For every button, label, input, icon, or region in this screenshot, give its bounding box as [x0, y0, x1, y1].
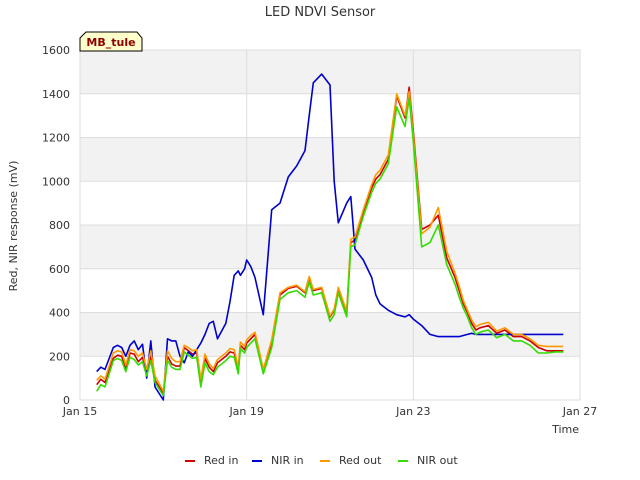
x-tick-label: Jan 15	[62, 405, 97, 418]
y-tick-label: 800	[49, 219, 70, 232]
legend-item-nir-in: NIR in	[252, 454, 304, 467]
gridlines	[79, 49, 581, 401]
plot-band	[80, 137, 580, 182]
x-axis-ticks: Jan 15 Jan 19 Jan 23 Jan 27	[62, 405, 597, 418]
badge-label: MB_tule	[86, 36, 135, 49]
plot-band	[80, 225, 580, 269]
x-axis-label: Time	[551, 423, 579, 436]
legend-label: Red in	[204, 454, 238, 467]
series-lines	[96, 73, 564, 401]
y-tick-label: 1400	[42, 88, 70, 101]
y-axis-label: Red, NIR response (mV)	[7, 161, 20, 292]
series-line-nir-in	[96, 73, 564, 401]
plot-frame	[79, 49, 581, 401]
series-line-red-in	[96, 86, 564, 395]
x-tick-label: Jan 27	[562, 405, 597, 418]
legend-label: NIR in	[271, 454, 304, 467]
y-tick-label: 1000	[42, 175, 70, 188]
badge-shape	[79, 31, 143, 52]
y-tick-label: 1600	[42, 44, 70, 57]
x-tick-label: Jan 19	[228, 405, 263, 418]
legend-item-nir-out: NIR out	[398, 454, 458, 467]
y-tick-label: 400	[49, 307, 70, 320]
y-tick-label: 200	[49, 350, 70, 363]
plot-band	[80, 268, 580, 313]
series-line-nir-out	[96, 97, 564, 397]
chart-title: LED NDVI Sensor	[265, 5, 376, 20]
plot-band	[80, 181, 580, 225]
legend-item-red-in: Red in	[185, 454, 238, 467]
y-axis-ticks: 0 200 400 600 800 1000 1200 1400 1600	[42, 44, 70, 407]
y-tick-label: 0	[63, 394, 70, 407]
badge: MB_tule	[79, 31, 143, 52]
legend-item-red-out: Red out	[320, 454, 382, 467]
legend-label: Red out	[339, 454, 382, 467]
y-tick-label: 1200	[42, 132, 70, 145]
x-tick-label: Jan 23	[395, 405, 430, 418]
legend-label: NIR out	[417, 454, 458, 467]
series-line-red-out	[96, 90, 564, 393]
y-tick-label: 600	[49, 263, 70, 276]
legend: Red in NIR in Red out NIR out	[185, 454, 458, 467]
